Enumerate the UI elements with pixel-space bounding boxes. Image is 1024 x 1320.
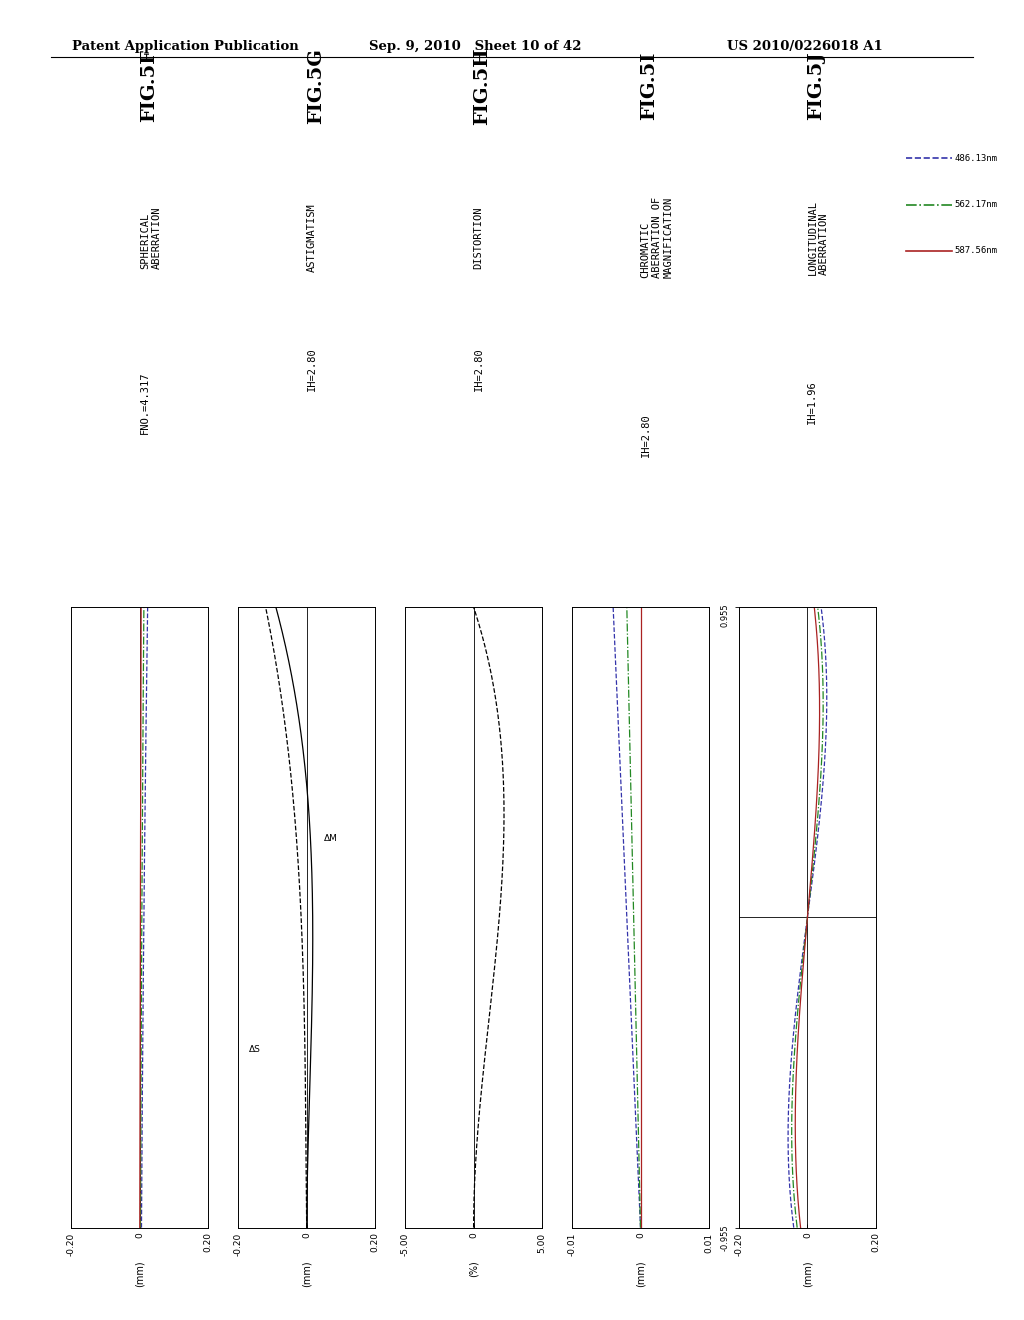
Text: US 2010/0226018 A1: US 2010/0226018 A1: [727, 40, 883, 53]
Text: FIG.5J: FIG.5J: [807, 51, 825, 120]
Text: Patent Application Publication: Patent Application Publication: [72, 40, 298, 53]
Text: 587.56nm: 587.56nm: [954, 247, 997, 255]
Text: Sep. 9, 2010   Sheet 10 of 42: Sep. 9, 2010 Sheet 10 of 42: [369, 40, 582, 53]
Text: FIG.5F: FIG.5F: [139, 49, 158, 123]
Text: IH=1.96: IH=1.96: [807, 380, 817, 425]
Text: IH=2.80: IH=2.80: [641, 413, 650, 458]
Text: SPHERICAL
ABERRATION: SPHERICAL ABERRATION: [139, 206, 162, 269]
X-axis label: (mm): (mm): [803, 1259, 812, 1287]
Text: LONGITUDINAL
ABERRATION: LONGITUDINAL ABERRATION: [807, 201, 829, 275]
Text: ASTIGMATISM: ASTIGMATISM: [307, 203, 316, 272]
Text: FIG.5H: FIG.5H: [473, 48, 492, 124]
X-axis label: (%): (%): [469, 1261, 478, 1276]
Text: ΔM: ΔM: [324, 834, 338, 843]
Text: FIG.5I: FIG.5I: [641, 51, 658, 120]
X-axis label: (mm): (mm): [135, 1259, 144, 1287]
Text: 486.13nm: 486.13nm: [954, 154, 997, 162]
X-axis label: (mm): (mm): [302, 1259, 311, 1287]
Text: CHROMATIC
ABERRATION OF
MAGNIFICATION: CHROMATIC ABERRATION OF MAGNIFICATION: [641, 197, 674, 279]
Text: IH=2.80: IH=2.80: [473, 347, 483, 392]
Text: ΔS: ΔS: [249, 1045, 260, 1053]
Text: FIG.5G: FIG.5G: [307, 48, 325, 124]
Text: 562.17nm: 562.17nm: [954, 201, 997, 209]
X-axis label: (mm): (mm): [636, 1261, 645, 1287]
Text: DISTORTION: DISTORTION: [473, 206, 483, 269]
Text: IH=2.80: IH=2.80: [307, 347, 316, 392]
Text: FNO.=4.317: FNO.=4.317: [139, 371, 150, 434]
